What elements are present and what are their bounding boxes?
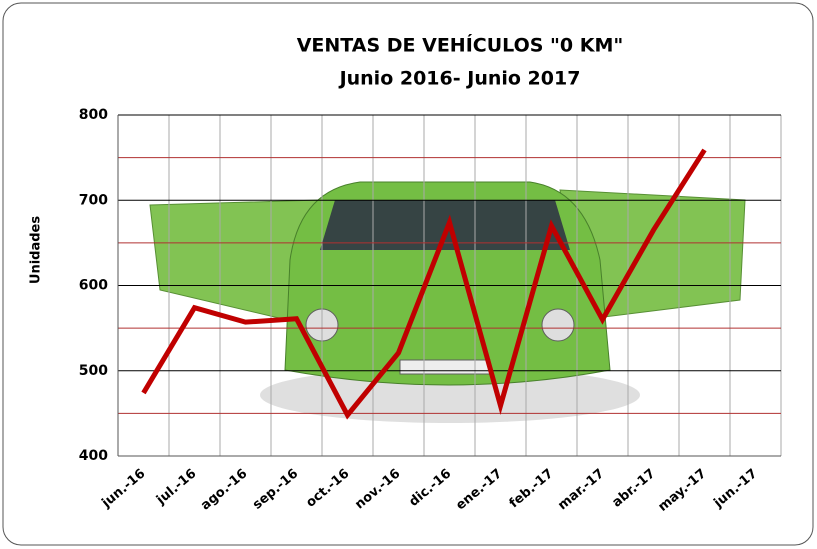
y-tick-label: 600 bbox=[79, 278, 108, 294]
chart-title: VENTAS DE VEHÍCULOS "0 KM" bbox=[297, 34, 624, 57]
y-tick-label: 500 bbox=[79, 363, 108, 379]
chart-subtitle: Junio 2016- Junio 2017 bbox=[338, 68, 581, 90]
y-tick-label: 400 bbox=[79, 448, 108, 464]
y-tick-label: 700 bbox=[79, 192, 108, 208]
line-series bbox=[141, 148, 707, 420]
y-tick-label: 800 bbox=[79, 107, 108, 123]
car-illustration bbox=[149, 181, 746, 423]
y-axis-label: Unidades bbox=[29, 216, 44, 284]
